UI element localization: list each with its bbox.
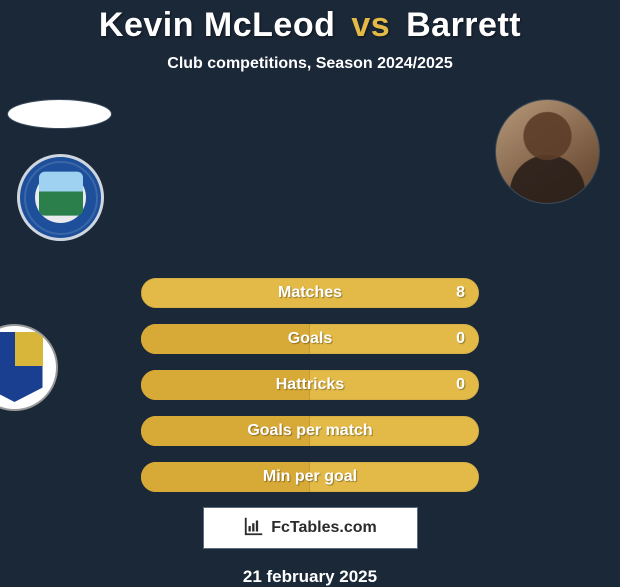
- stat-row: Goals0: [140, 323, 480, 355]
- content-area: Matches8Goals0Hattricks0Goals per matchM…: [0, 99, 620, 587]
- stat-row: Goals per match: [140, 415, 480, 447]
- stat-value-right: 0: [456, 370, 465, 400]
- stat-label: Goals: [141, 324, 479, 354]
- player2-club-logo: [0, 324, 58, 411]
- stat-label: Min per goal: [141, 462, 479, 492]
- page-title: Kevin McLeod vs Barrett: [0, 0, 620, 49]
- stat-value-right: 0: [456, 324, 465, 354]
- stat-row: Hattricks0: [140, 369, 480, 401]
- chart-icon: [243, 515, 265, 542]
- stat-value-right: 8: [456, 278, 465, 308]
- player1-name: Kevin McLeod: [99, 6, 335, 44]
- player2-avatar: [495, 99, 600, 204]
- date-text: 21 february 2025: [0, 567, 620, 587]
- site-badge-label: FcTables.com: [271, 519, 377, 537]
- player1-club-logo: [17, 154, 104, 241]
- stats-list: Matches8Goals0Hattricks0Goals per matchM…: [140, 273, 480, 493]
- site-badge[interactable]: FcTables.com: [203, 507, 418, 549]
- stat-label: Matches: [141, 278, 479, 308]
- stat-row: Min per goal: [140, 461, 480, 493]
- player1-avatar: [7, 99, 112, 129]
- subtitle: Club competitions, Season 2024/2025: [0, 55, 620, 73]
- vs-text: vs: [351, 6, 390, 44]
- stat-label: Hattricks: [141, 370, 479, 400]
- player2-name: Barrett: [406, 6, 521, 44]
- stat-label: Goals per match: [141, 416, 479, 446]
- stat-row: Matches8: [140, 277, 480, 309]
